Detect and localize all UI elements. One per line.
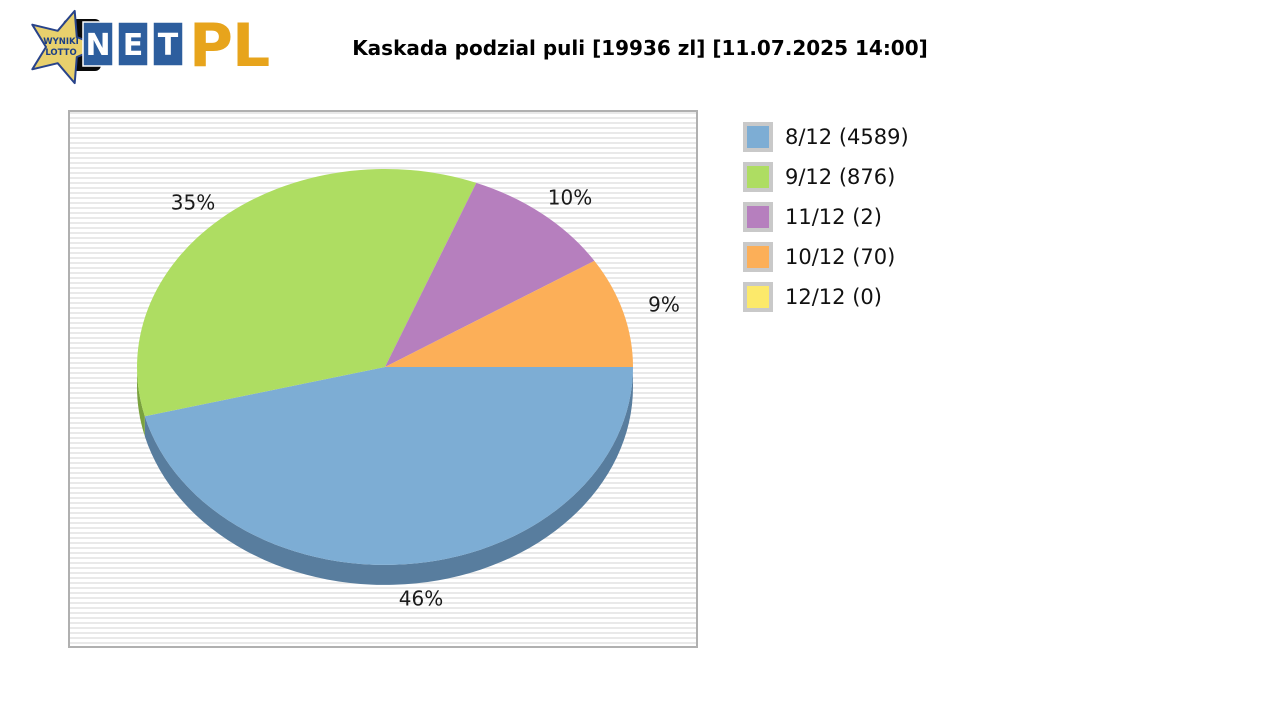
logo-suffix: PL [189,11,269,81]
legend-item: 8/12 (4589) [743,122,909,152]
legend-swatch [743,202,773,232]
pie-label-3: 9% [648,293,680,317]
pie-slice-2 [385,182,595,367]
pie-label-2: 10% [548,186,592,210]
legend-item: 10/12 (70) [743,242,909,272]
logo-tile-letter: N [85,28,110,63]
legend-label: 11/12 (2) [785,205,882,229]
pie-label-0: 46% [399,587,443,611]
pie-slice-0 [144,367,634,565]
logo-tile-letter: E [123,28,144,63]
chart-title: Kaskada podzial puli [19936 zl] [11.07.2… [352,36,928,60]
chart-legend: 8/12 (4589) 9/12 (876) 11/12 (2) 10/12 (70)… [743,122,909,322]
legend-swatch [743,282,773,312]
legend-item: 9/12 (876) [743,162,909,192]
logo-tile [152,21,184,67]
legend-swatch [743,162,773,192]
legend-label: 10/12 (70) [785,245,896,269]
pie-slice-side-1 [137,367,145,437]
legend-label: 12/12 (0) [785,285,882,309]
pie-slice-3 [385,260,633,367]
legend-label: 8/12 (4589) [785,125,909,149]
pie-slice-1 [137,169,477,417]
pie-chart: 46% 35% 10% 9% [137,169,680,611]
legend-item: 11/12 (2) [743,202,909,232]
chart-panel: 46% 35% 10% 9% [68,110,698,648]
site-logo[interactable]: WYNIKI LOTTO N E T PL [8,2,278,88]
pie-label-1: 35% [171,191,215,215]
logo-star-text-line1: WYNIKI [43,37,79,47]
logo-tile [117,21,149,67]
logo-star-text-line2: LOTTO [45,48,76,58]
legend-swatch [743,122,773,152]
legend-swatch [743,242,773,272]
logo-tile-letter: T [158,28,179,63]
legend-item: 12/12 (0) [743,282,909,312]
logo-tile [82,21,114,67]
lotto-star-icon [31,9,102,85]
legend-label: 9/12 (876) [785,165,896,189]
